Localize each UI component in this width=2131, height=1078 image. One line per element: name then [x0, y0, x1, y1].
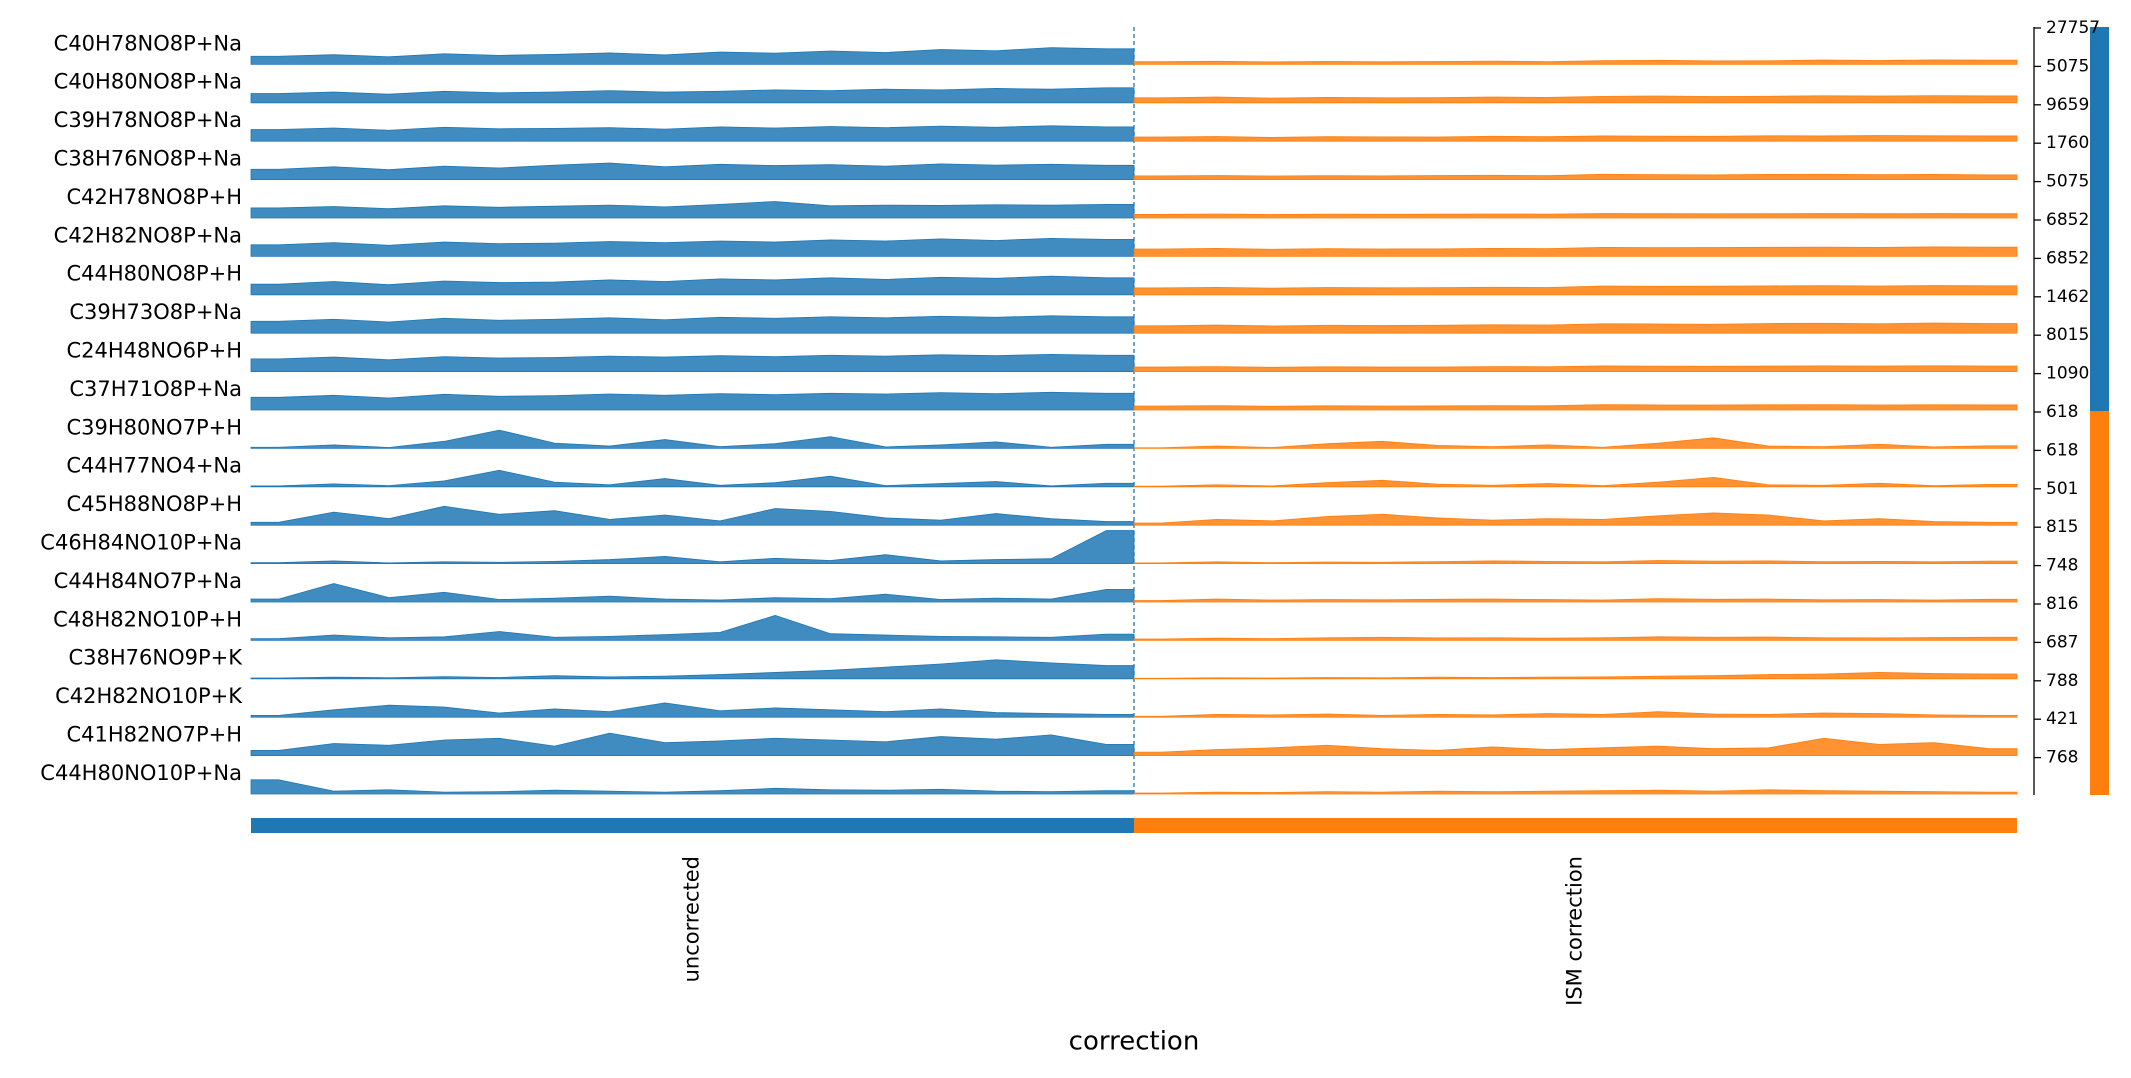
y-tick-label: 501: [2046, 479, 2078, 499]
track-area: [250, 779, 1135, 795]
track-label: C38H76NO9P+K: [68, 646, 243, 670]
track-area: [1133, 213, 2018, 219]
track-area: [1133, 285, 2018, 296]
track-area: [1133, 672, 2018, 680]
track-area: [250, 87, 1135, 104]
track-area: [250, 391, 1135, 411]
group-label: uncorrected: [680, 856, 704, 982]
x-axis-label: correction: [1069, 1027, 1200, 1057]
track-area: [1133, 598, 2018, 603]
track-label: C39H73O8P+Na: [69, 300, 242, 324]
track-area: [1133, 560, 2018, 564]
y-tick-label: 6852: [2046, 248, 2089, 268]
y-tick-label: 5075: [2046, 172, 2089, 192]
y-tick-label: 27757: [2046, 18, 2100, 38]
y-tick-label: 1090: [2046, 364, 2089, 384]
y-tick-label: 687: [2046, 632, 2078, 652]
y-tick-label: 768: [2046, 748, 2078, 768]
group-label: ISM correction: [1563, 856, 1587, 1006]
track-label: C39H80NO7P+H: [66, 415, 242, 439]
track-area: [250, 162, 1135, 180]
track-label: C41H82NO7P+H: [66, 722, 242, 746]
track-area: [250, 530, 1135, 564]
y-tick-label: 748: [2046, 556, 2078, 576]
track-area: [250, 429, 1135, 449]
track-area: [250, 125, 1135, 142]
color-bar: [2090, 411, 2109, 795]
y-tick-label: 1462: [2046, 287, 2089, 307]
track-area: [250, 732, 1135, 756]
track-area: [250, 505, 1135, 526]
track-label: C44H80NO8P+H: [66, 262, 242, 286]
track-area: [1133, 512, 2018, 526]
track-area: [250, 615, 1135, 641]
track-area: [250, 469, 1135, 488]
track-area: [1133, 737, 2018, 756]
y-tick-label: 816: [2046, 594, 2078, 614]
track-area: [250, 237, 1135, 257]
track-area: [1133, 636, 2018, 641]
y-tick-label: 815: [2046, 517, 2078, 537]
y-tick-label: 788: [2046, 671, 2078, 691]
y-tick-label: 6852: [2046, 210, 2089, 230]
track-label: C42H78NO8P+H: [66, 185, 242, 209]
y-tick-label: 9659: [2046, 95, 2089, 115]
track-label: C44H84NO7P+Na: [54, 569, 242, 593]
track-area: [1133, 789, 2018, 795]
group-bar: [1134, 818, 2017, 833]
track-label: C42H82NO8P+Na: [54, 223, 242, 247]
y-tick-label: 421: [2046, 709, 2078, 729]
y-tick-label: 5075: [2046, 56, 2089, 76]
track-label: C44H77NO4+Na: [66, 454, 242, 478]
y-tick-label: 618: [2046, 440, 2078, 460]
track-area: [250, 315, 1135, 334]
track-area: [1133, 322, 2018, 334]
track-area: [250, 353, 1135, 372]
track-area: [250, 583, 1135, 603]
track-label: C40H78NO8P+Na: [54, 31, 242, 55]
track-area: [250, 659, 1135, 680]
track-area: [1133, 246, 2018, 257]
track-area: [250, 47, 1135, 65]
track-area: [1133, 135, 2018, 142]
track-area: [1133, 711, 2018, 718]
track-area: [1133, 476, 2018, 488]
track-label: C40H80NO8P+Na: [54, 70, 242, 94]
track-area: [250, 702, 1135, 718]
track-label: C39H78NO8P+Na: [54, 108, 242, 132]
y-tick-label: 618: [2046, 402, 2078, 422]
track-area: [250, 201, 1135, 219]
group-bar: [251, 818, 1134, 833]
track-area: [1133, 173, 2018, 180]
track-label: C38H76NO8P+Na: [54, 146, 242, 170]
track-label: C46H84NO10P+Na: [40, 530, 242, 554]
track-area: [1133, 365, 2018, 372]
y-tick-label: 1760: [2046, 133, 2089, 153]
track-label: C44H80NO10P+Na: [40, 761, 242, 785]
track-label: C24H48NO6P+H: [66, 338, 242, 362]
track-area: [1133, 59, 2018, 65]
track-label: C45H88NO8P+H: [66, 492, 242, 516]
color-bar: [2090, 27, 2109, 411]
track-area: [1133, 95, 2018, 104]
y-tick-label: 8015: [2046, 325, 2089, 345]
track-label: C37H71O8P+Na: [69, 377, 242, 401]
track-area: [250, 275, 1135, 296]
track-label: C48H82NO10P+H: [53, 607, 242, 631]
track-area: [1133, 404, 2018, 411]
track-area: [1133, 437, 2018, 449]
track-label: C42H82NO10P+K: [55, 684, 243, 708]
